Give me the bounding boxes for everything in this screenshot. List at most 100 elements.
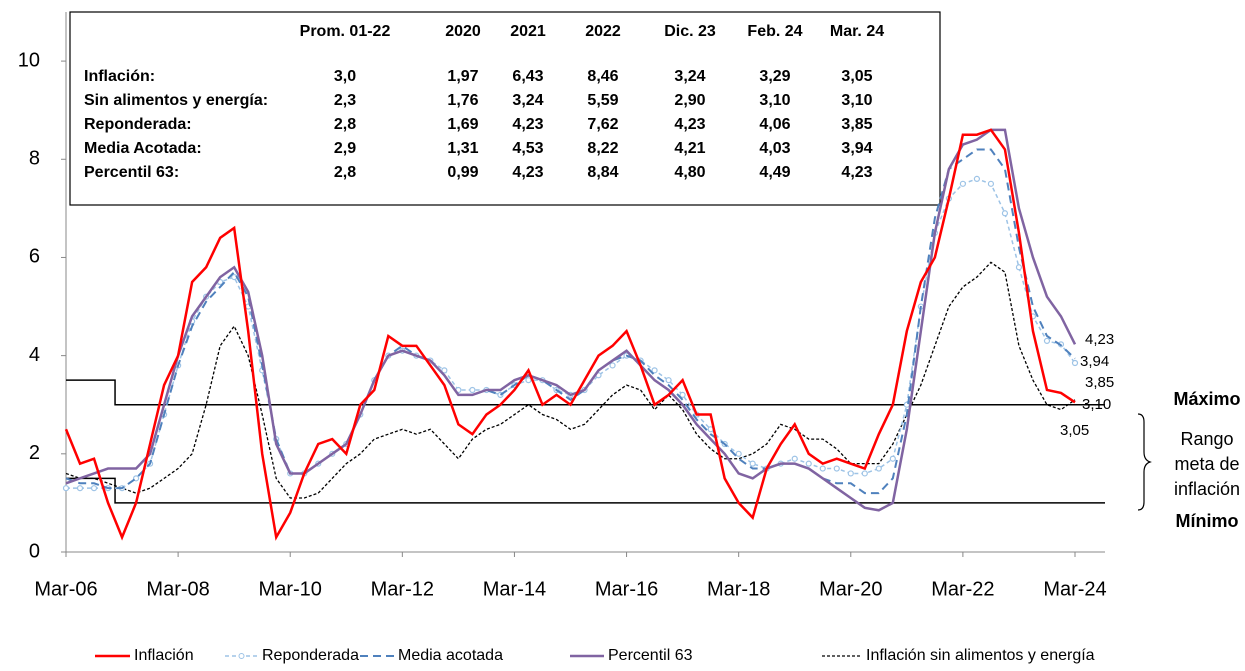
table-cell: 4,03 <box>759 140 790 157</box>
table-cell: 4,23 <box>674 116 705 133</box>
series-marker <box>609 362 616 369</box>
series-marker <box>651 367 658 374</box>
y-tick-label: 10 <box>18 49 40 71</box>
table-cell: 4,80 <box>674 164 705 181</box>
y-tick-label: 6 <box>29 246 40 268</box>
value-label: 3,94 <box>1080 353 1109 370</box>
series-marker <box>1001 210 1009 217</box>
x-tick-label: Mar-10 <box>259 578 322 600</box>
series-marker <box>973 175 981 183</box>
table-cell: 4,23 <box>512 164 543 181</box>
table-cell: 2,90 <box>674 92 705 109</box>
series-marker <box>1015 264 1023 271</box>
table-cell: 1,31 <box>447 140 478 157</box>
x-tick-label: Mar-20 <box>819 578 882 600</box>
series-marker <box>805 460 812 467</box>
series-line <box>65 148 1076 495</box>
series-marker <box>861 470 868 477</box>
y-tick-label: 0 <box>29 540 40 562</box>
series-marker <box>749 460 756 467</box>
table-cell: 8,22 <box>587 140 618 157</box>
annotation: Máximo <box>1173 389 1240 409</box>
table-cell: 3,94 <box>841 140 872 157</box>
y-tick-label: 4 <box>29 344 40 366</box>
series-marker <box>62 485 70 492</box>
table-cell: 1,69 <box>447 116 478 133</box>
table-cell: 3,29 <box>759 68 790 85</box>
table-header: Mar. 24 <box>830 23 884 40</box>
x-tick-label: Mar-12 <box>371 578 434 600</box>
series-marker <box>833 465 840 472</box>
table-header: Dic. 23 <box>664 23 716 40</box>
table-cell: 8,84 <box>587 164 618 181</box>
x-tick-label: Mar-18 <box>707 578 770 600</box>
table-header: 2021 <box>510 23 546 40</box>
table-header: 2022 <box>585 23 621 40</box>
value-label: 3,85 <box>1085 374 1114 391</box>
y-tick-label: 8 <box>29 148 40 170</box>
series-marker <box>441 367 448 374</box>
table-cell: 1,97 <box>447 68 478 85</box>
table-cell: 4,53 <box>512 140 543 157</box>
legend-swatch-marker <box>238 653 245 659</box>
y-tick-label: 2 <box>29 442 40 464</box>
series-marker <box>679 391 686 399</box>
series-marker <box>665 377 672 384</box>
table-header: 2020 <box>445 23 481 40</box>
series-marker <box>132 475 140 482</box>
series-line <box>65 261 1076 499</box>
table-cell: 3,24 <box>512 92 543 109</box>
table-cell: 2,9 <box>334 140 356 157</box>
table-row-label: Percentil 63: <box>84 164 179 181</box>
table-cell: 7,62 <box>587 116 618 133</box>
table-cell: 4,06 <box>759 116 790 133</box>
table-cell: 3,85 <box>841 116 872 133</box>
range-brace <box>1137 413 1152 511</box>
annotation: Mínimo <box>1176 511 1239 531</box>
table-cell: 6,43 <box>512 68 543 85</box>
table-cell: 4,23 <box>512 116 543 133</box>
value-label: 4,23 <box>1085 331 1114 348</box>
value-label: 3,05 <box>1060 422 1089 439</box>
x-tick-label: Mar-08 <box>146 578 209 600</box>
table-cell: 3,10 <box>759 92 790 109</box>
table-cell: 4,23 <box>841 164 872 181</box>
table-cell: 4,49 <box>759 164 790 181</box>
summary-table-box <box>69 11 941 206</box>
table-cell: 3,05 <box>841 68 872 85</box>
table-cell: 2,8 <box>334 116 356 133</box>
legend-label: Percentil 63 <box>608 647 693 664</box>
table-row-label: Reponderada: <box>84 116 192 133</box>
value-label: 3,10 <box>1082 396 1111 413</box>
table-row-label: Sin alimentos y energía: <box>84 92 268 109</box>
legend-label: Reponderada <box>262 647 359 664</box>
table-header: Prom. 01-22 <box>300 23 391 40</box>
annotation: meta de <box>1174 454 1239 474</box>
table-cell: 3,10 <box>841 92 872 109</box>
series-marker <box>847 470 854 477</box>
series-marker <box>1043 337 1051 345</box>
series-marker <box>987 180 995 187</box>
table-cell: 2,8 <box>334 164 356 181</box>
series-marker <box>959 180 966 187</box>
series-marker <box>819 465 826 472</box>
series-marker <box>525 377 532 384</box>
series-marker <box>889 455 896 462</box>
table-cell: 0,99 <box>447 164 478 181</box>
x-tick-label: Mar-14 <box>483 578 546 600</box>
x-tick-label: Mar-22 <box>931 578 994 600</box>
series-marker <box>90 485 98 492</box>
table-row-label: Inflación: <box>84 68 155 85</box>
annotation: inflación <box>1174 479 1240 499</box>
table-cell: 8,46 <box>587 68 618 85</box>
table-header: Feb. 24 <box>747 23 802 40</box>
x-tick-label: Mar-06 <box>34 578 97 600</box>
series-marker <box>469 386 476 394</box>
table-cell: 4,21 <box>674 140 705 157</box>
table-row-label: Media Acotada: <box>84 140 202 157</box>
x-tick-label: Mar-24 <box>1043 578 1106 600</box>
legend-label: Inflación <box>134 647 194 664</box>
series-line <box>65 128 1077 512</box>
table-cell: 1,76 <box>447 92 478 109</box>
